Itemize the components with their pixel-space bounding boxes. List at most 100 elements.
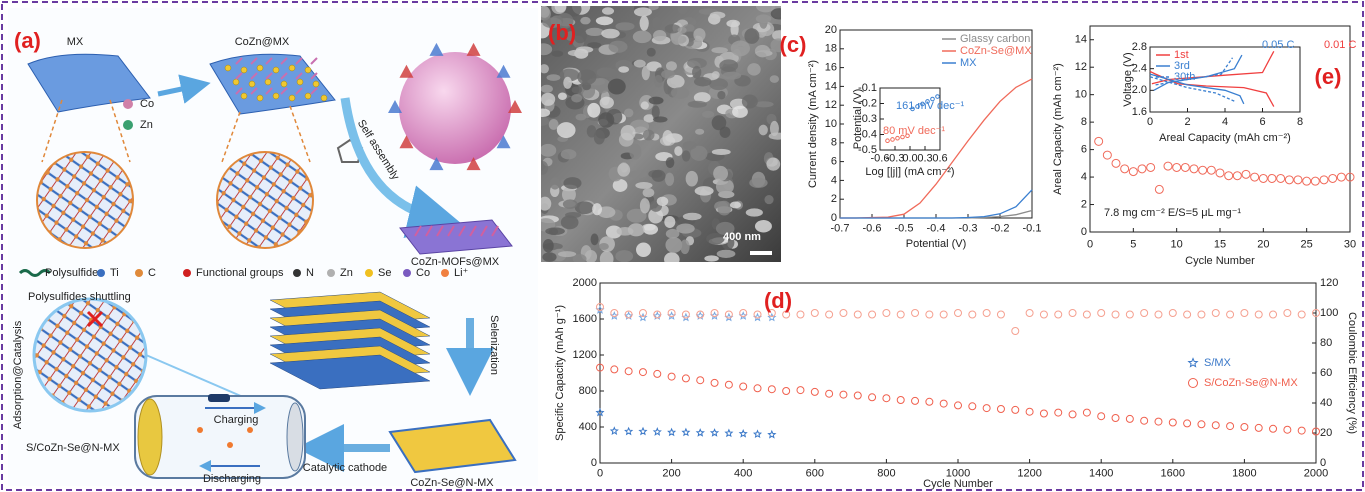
scale-label: 400 nm	[723, 231, 761, 243]
panel-label: (c)	[780, 32, 807, 57]
se-atom	[241, 67, 247, 73]
y-tick-label: 6	[1081, 144, 1087, 156]
sem-grain	[749, 178, 767, 188]
x-tick-label: 6	[1259, 116, 1265, 128]
sem-grain	[599, 243, 609, 250]
legend-label: S/CoZn-Se@N-MX	[1204, 377, 1298, 389]
sem-grain	[662, 130, 672, 145]
legend-label: C	[148, 267, 156, 279]
sem-grain	[541, 93, 555, 106]
y-tick-label: 2.4	[1132, 63, 1147, 75]
car-icon	[208, 394, 230, 402]
sem-grain	[719, 59, 738, 71]
legend-label: Zn	[340, 267, 353, 279]
se-atom	[241, 93, 247, 99]
sem-grain	[683, 141, 697, 150]
zoom-circle	[37, 152, 133, 248]
sem-grain	[609, 41, 628, 53]
x-tick-label: 600	[806, 468, 824, 480]
zoom-circle	[217, 152, 313, 248]
x-tick-label: 0	[1087, 238, 1093, 250]
y2-axis-label: Coulombic Efficiency (%)	[1346, 312, 1358, 434]
zn-atom	[123, 120, 133, 130]
sem-grain	[601, 29, 620, 39]
sem-grain	[730, 21, 738, 37]
se-atom	[313, 81, 319, 87]
y-tick-label: 20	[825, 24, 837, 36]
x-tick-label: 200	[662, 468, 680, 480]
sem-grain	[600, 251, 614, 267]
sem-grain	[615, 250, 633, 262]
y-tick-label: 400	[579, 421, 597, 433]
y-tick-label: 2	[1081, 198, 1087, 210]
sem-grain	[665, 173, 674, 186]
se-atom	[233, 79, 239, 85]
x-axis-label: Log [|j|] (mA cm⁻²)	[865, 166, 954, 178]
sem-grain	[573, 254, 587, 264]
sem-grain	[717, 201, 731, 216]
sem-grain	[717, 91, 725, 100]
sem-grain	[643, 130, 655, 141]
sem-grain	[720, 127, 731, 138]
x-tick-label: -0.4	[927, 223, 946, 235]
sem-grain	[657, 197, 669, 206]
sem-grain	[682, 150, 690, 161]
y-tick-label: 0	[591, 457, 597, 469]
sem-grain	[686, 171, 698, 187]
mof-sphere	[399, 52, 511, 164]
y2-tick-label: 40	[1320, 397, 1332, 409]
sem-grain	[666, 61, 677, 71]
x-axis-label: Cycle Number	[1185, 255, 1255, 267]
se-atom	[249, 81, 255, 87]
sem-grain	[766, 158, 780, 171]
sem-grain	[597, 67, 616, 77]
annotation: 0.05 C	[1262, 39, 1294, 51]
se-atom	[273, 67, 279, 73]
sem-grain	[541, 85, 553, 93]
se-atom	[257, 65, 263, 71]
y2-tick-label: 80	[1320, 337, 1332, 349]
y-tick-label: 0	[1081, 226, 1087, 238]
sem-grain	[598, 112, 614, 127]
sem-grain	[636, 242, 651, 256]
sem-grain	[635, 182, 652, 189]
sem-grain	[602, 7, 614, 14]
legend-label: 30th	[1174, 71, 1195, 83]
sem-grain	[568, 50, 585, 56]
sem-grain	[654, 75, 663, 88]
legend-dot	[441, 269, 449, 277]
x-axis-label: Areal Capacity (mAh cm⁻²)	[1159, 132, 1291, 144]
cathode	[138, 399, 162, 475]
x-tick-label: -0.5	[895, 223, 914, 235]
sem-grain	[722, 72, 741, 80]
y-tick-label: 2.8	[1132, 41, 1147, 53]
se-atom	[281, 81, 287, 87]
sem-grain	[558, 93, 567, 100]
y-tick-label: 1600	[573, 313, 597, 325]
x-tick-label: 1800	[1232, 468, 1256, 480]
sem-grain	[653, 116, 668, 122]
sem-grain	[634, 60, 646, 68]
sem-grain	[742, 95, 758, 109]
sem-grain	[624, 108, 633, 117]
x-tick-label: 0	[597, 468, 603, 480]
sem-grain	[641, 101, 649, 109]
x-tick-label: 30	[1344, 238, 1356, 250]
sem-grain	[664, 252, 680, 266]
sem-grain	[575, 201, 594, 214]
panel-label: (d)	[764, 288, 792, 313]
li-ion	[197, 427, 203, 433]
x-tick-label: 0.3	[917, 153, 932, 165]
label: Selenization	[488, 315, 500, 375]
panel-label: (a)	[14, 28, 41, 53]
legend-label: N	[306, 267, 314, 279]
se-atom	[321, 95, 327, 101]
sem-grain	[563, 199, 578, 208]
sem-grain	[621, 125, 636, 141]
sem-grain	[577, 69, 596, 85]
x-tick-label: 2	[1184, 116, 1190, 128]
sem-grain	[647, 48, 656, 57]
legend-label: Glassy carbon	[960, 33, 1030, 45]
sem-grain	[633, 30, 652, 43]
sem-grain	[713, 166, 728, 181]
